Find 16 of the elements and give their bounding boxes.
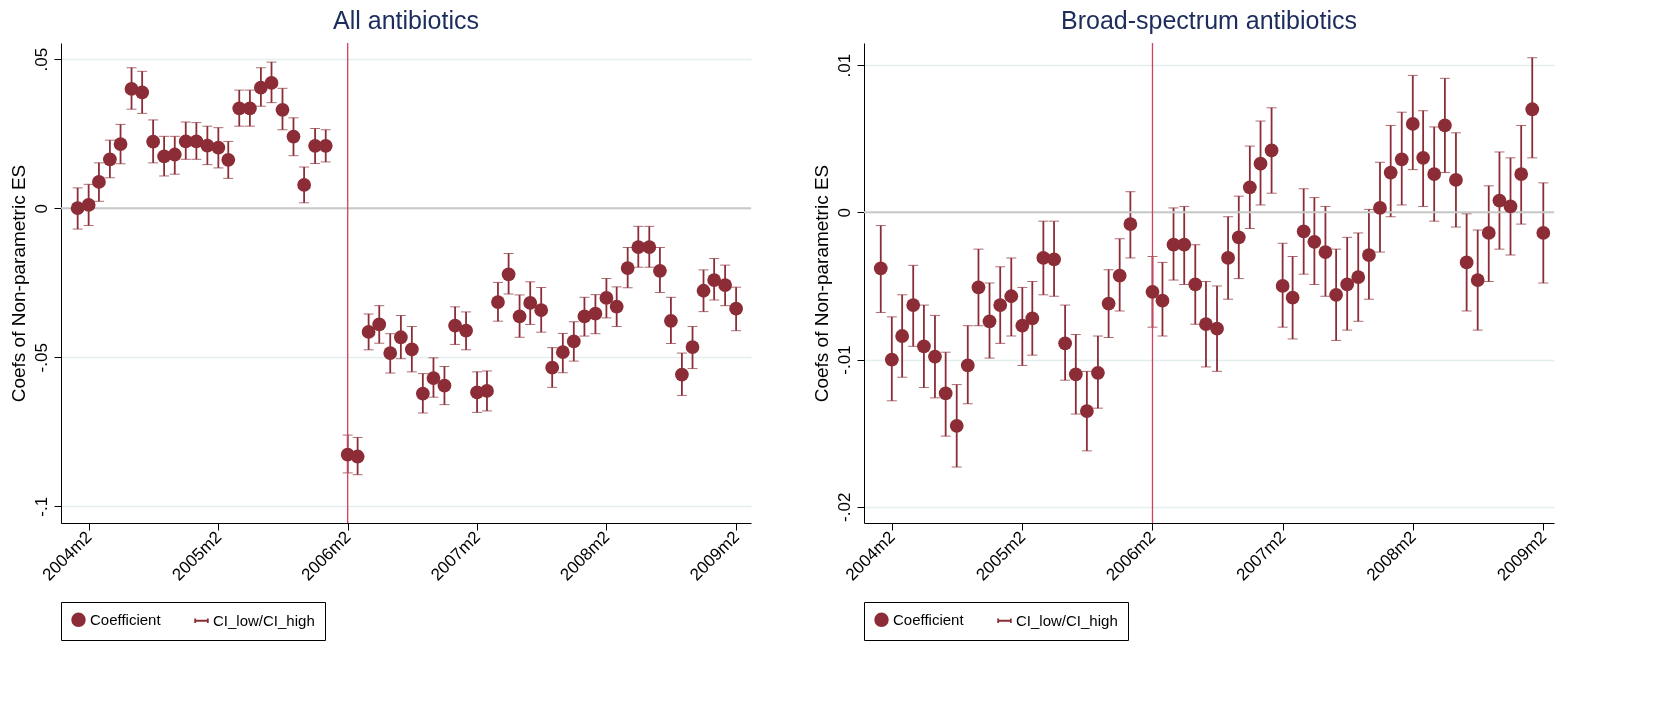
y-axis-title: Coefs of Non-parametric ES [7,164,29,403]
chart-title: All antibiotics [333,6,479,35]
y-tick-label: 0 [834,208,854,218]
y-axis-title: Coefs of Non-parametric ES [810,164,832,403]
chart-title: Broad-spectrum antibiotics [1061,6,1357,35]
y-tick-label: 0 [31,203,51,214]
y-tick-label: .05 [31,47,51,72]
y-tick-label: .01 [834,53,854,78]
text: CI_low/CI_high [1016,611,1118,629]
legend-label: Coefficient [90,610,162,628]
y-tick-label: -.01 [834,345,854,375]
y-tick-label: -.05 [31,343,51,373]
text: CI_low/CI_high [213,611,315,629]
y-tick-label: -.02 [834,492,854,522]
y-tick-label: -.1 [31,496,51,517]
legend-label: Coefficient [893,610,965,628]
